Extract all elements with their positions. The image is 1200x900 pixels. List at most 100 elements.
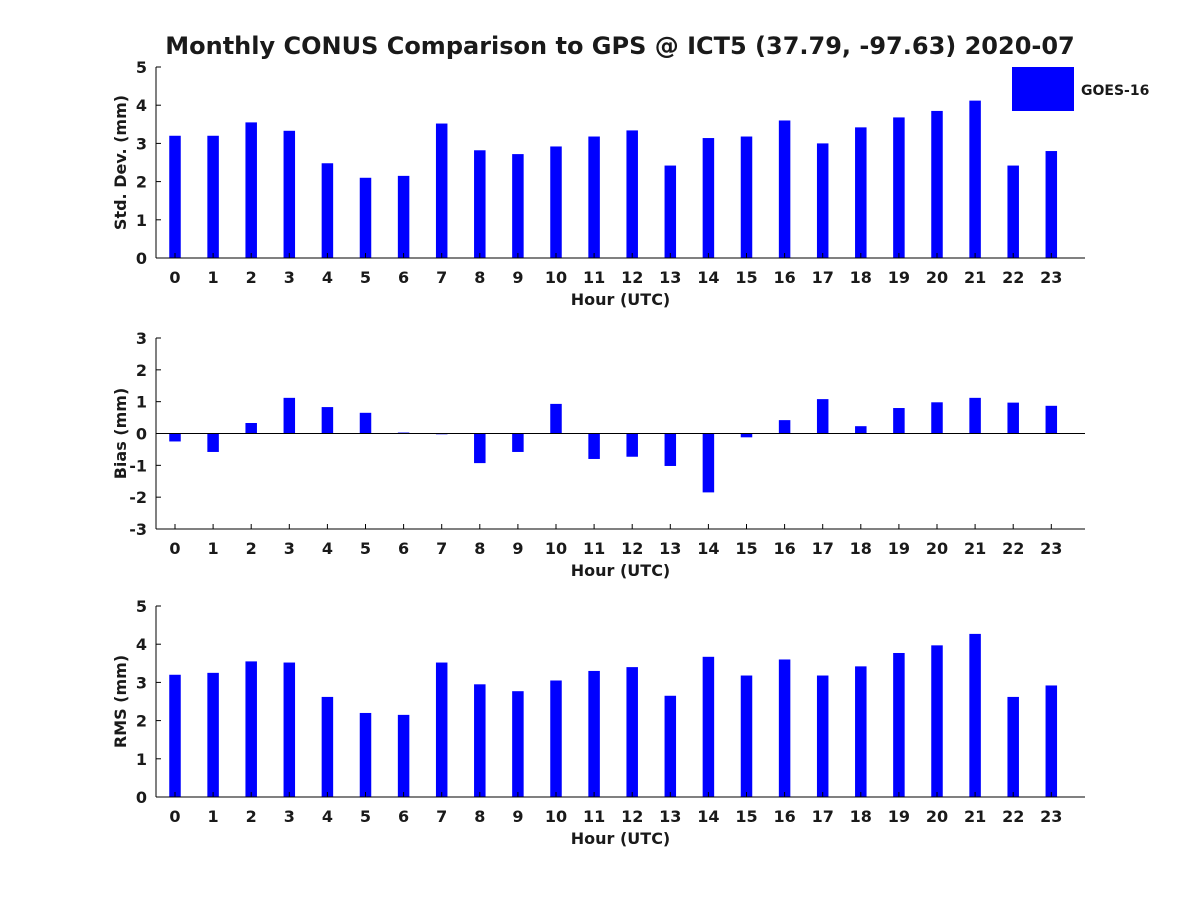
legend-swatch bbox=[1012, 67, 1074, 111]
x-tick-label: 6 bbox=[398, 807, 409, 826]
bar-23 bbox=[1045, 685, 1058, 797]
x-tick-label: 17 bbox=[812, 539, 834, 558]
x-tick-label: 16 bbox=[773, 807, 795, 826]
bar-5 bbox=[359, 712, 372, 797]
x-axis-label: Hour (UTC) bbox=[571, 561, 671, 580]
bar-1 bbox=[207, 433, 219, 452]
x-tick-label: 19 bbox=[888, 539, 910, 558]
bar-10 bbox=[550, 403, 562, 434]
bar-18 bbox=[855, 426, 867, 434]
bar-0 bbox=[169, 135, 181, 258]
legend: GOES-16 bbox=[1012, 67, 1149, 111]
y-axis-label: Bias (mm) bbox=[111, 388, 130, 480]
bar-1 bbox=[207, 135, 219, 258]
x-tick-label: 15 bbox=[735, 268, 757, 287]
bar-7 bbox=[435, 123, 448, 258]
x-tick-label: 8 bbox=[474, 539, 485, 558]
x-tick-label: 2 bbox=[246, 539, 257, 558]
bar-19 bbox=[893, 408, 905, 434]
x-tick-label: 10 bbox=[545, 539, 567, 558]
bar-9 bbox=[512, 691, 524, 797]
x-tick-label: 18 bbox=[850, 268, 872, 287]
x-tick-label: 10 bbox=[545, 268, 567, 287]
bar-16 bbox=[778, 420, 791, 434]
x-tick-label: 7 bbox=[436, 539, 447, 558]
x-tick-label: 16 bbox=[773, 539, 795, 558]
bar-2 bbox=[245, 423, 257, 434]
bar-9 bbox=[512, 433, 524, 452]
bar-15 bbox=[740, 136, 753, 258]
bar-14 bbox=[702, 433, 715, 493]
bar-9 bbox=[512, 154, 524, 258]
x-tick-label: 5 bbox=[360, 268, 371, 287]
bar-14 bbox=[702, 656, 715, 797]
bar-12 bbox=[626, 667, 638, 797]
x-tick-label: 0 bbox=[169, 268, 180, 287]
y-axis-label: Std. Dev. (mm) bbox=[111, 95, 130, 230]
bar-3 bbox=[283, 130, 296, 258]
x-tick-label: 4 bbox=[322, 539, 333, 558]
bar-14 bbox=[702, 138, 715, 258]
y-tick-label: -2 bbox=[129, 488, 147, 507]
x-tick-label: 16 bbox=[773, 268, 795, 287]
bar-23 bbox=[1045, 151, 1058, 258]
x-tick-label: 12 bbox=[621, 268, 643, 287]
bar-6 bbox=[397, 714, 410, 797]
x-axis-label: Hour (UTC) bbox=[571, 829, 671, 848]
bar-16 bbox=[778, 120, 791, 258]
x-tick-label: 14 bbox=[697, 268, 719, 287]
bar-5 bbox=[359, 177, 372, 258]
y-tick-label: 2 bbox=[136, 173, 147, 192]
bar-13 bbox=[664, 433, 677, 466]
x-tick-label: 20 bbox=[926, 807, 948, 826]
y-tick-label: 4 bbox=[136, 96, 147, 115]
y-tick-label: 0 bbox=[136, 425, 147, 444]
bar-2 bbox=[245, 661, 257, 797]
y-axis-label: RMS (mm) bbox=[111, 655, 130, 748]
bar-18 bbox=[855, 127, 867, 258]
bar-5 bbox=[359, 412, 372, 434]
x-tick-label: 1 bbox=[208, 539, 219, 558]
bar-21 bbox=[969, 633, 981, 797]
x-tick-label: 13 bbox=[659, 268, 681, 287]
x-tick-label: 8 bbox=[474, 807, 485, 826]
y-tick-label: -1 bbox=[129, 456, 147, 475]
x-tick-label: 23 bbox=[1040, 539, 1062, 558]
bar-4 bbox=[321, 696, 334, 797]
y-tick-label: 2 bbox=[136, 712, 147, 731]
bar-21 bbox=[969, 100, 981, 259]
y-tick-label: 1 bbox=[136, 750, 147, 769]
bar-20 bbox=[931, 402, 943, 434]
x-tick-label: 15 bbox=[735, 539, 757, 558]
bar-22 bbox=[1007, 165, 1019, 258]
x-tick-label: 21 bbox=[964, 807, 986, 826]
bar-3 bbox=[283, 662, 296, 797]
bar-4 bbox=[321, 407, 334, 434]
x-tick-label: 14 bbox=[697, 539, 719, 558]
bar-10 bbox=[550, 146, 562, 258]
x-tick-label: 10 bbox=[545, 807, 567, 826]
x-tick-label: 0 bbox=[169, 539, 180, 558]
bar-11 bbox=[588, 136, 600, 258]
x-tick-label: 6 bbox=[398, 268, 409, 287]
x-tick-label: 20 bbox=[926, 268, 948, 287]
bar-0 bbox=[169, 674, 181, 797]
y-tick-label: 0 bbox=[136, 788, 147, 807]
bar-6 bbox=[397, 175, 410, 258]
bar-17 bbox=[816, 143, 829, 258]
y-tick-label: 4 bbox=[136, 635, 147, 654]
x-tick-label: 20 bbox=[926, 539, 948, 558]
bar-22 bbox=[1007, 402, 1019, 434]
bar-17 bbox=[816, 675, 829, 797]
bar-13 bbox=[664, 165, 677, 258]
x-tick-label: 5 bbox=[360, 807, 371, 826]
x-tick-label: 22 bbox=[1002, 268, 1024, 287]
x-tick-label: 11 bbox=[583, 268, 605, 287]
x-tick-label: 2 bbox=[246, 268, 257, 287]
x-tick-label: 11 bbox=[583, 539, 605, 558]
y-tick-label: 5 bbox=[136, 597, 147, 616]
legend-label: GOES-16 bbox=[1081, 83, 1149, 99]
